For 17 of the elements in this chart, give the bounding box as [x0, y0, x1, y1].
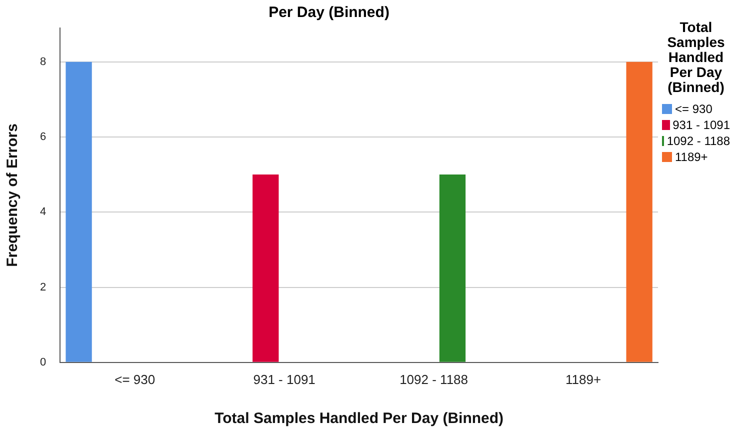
- legend-label: 1092 - 1188: [666, 133, 730, 149]
- y-axis-title: Frequency of Errors: [4, 124, 22, 267]
- legend-label: <= 930: [675, 101, 712, 117]
- y-tick-label: 4: [40, 206, 46, 218]
- x-tick-label: 931 - 1091: [253, 372, 316, 387]
- legend-label: 931 - 1091: [672, 117, 730, 133]
- y-tick-label: 6: [40, 130, 46, 143]
- y-tick-label: 8: [40, 56, 46, 68]
- chart-title: Per Day (Binned): [268, 4, 390, 22]
- x-axis-title: Total Samples Handled Per Day (Binned): [214, 410, 504, 428]
- legend-label: 1189+: [675, 149, 708, 165]
- y-tick-label: 0: [40, 356, 46, 368]
- y-tick-label: 2: [40, 281, 46, 294]
- legend-title: Total Samples Handled Per Day (Binned): [666, 19, 726, 95]
- x-tick-label: 1189+: [565, 372, 602, 387]
- x-tick-label: <= 930: [114, 372, 156, 387]
- x-tick-label: 1092 - 1188: [400, 372, 468, 387]
